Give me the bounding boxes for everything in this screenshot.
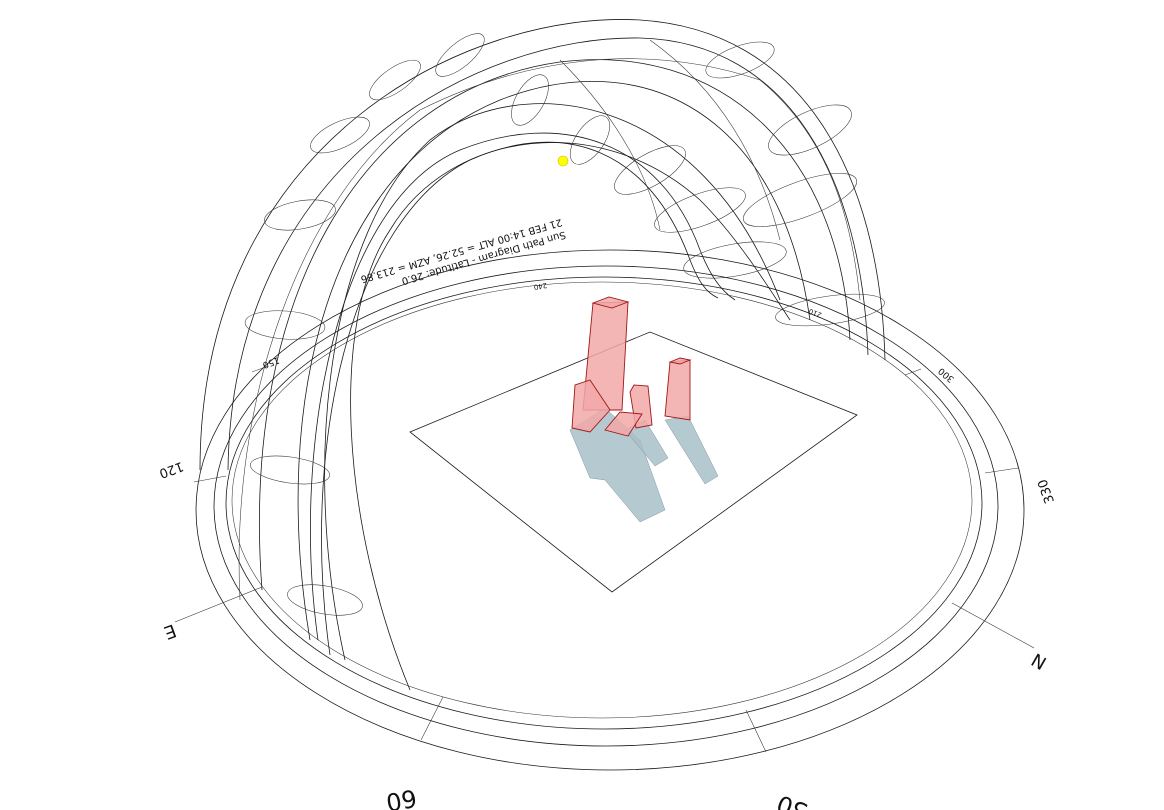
- dome-arc-6: [350, 142, 791, 691]
- building-tall-base: [571, 379, 611, 433]
- hour-loop: [310, 116, 370, 154]
- hour-loop: [768, 104, 852, 156]
- shadows: [569, 407, 719, 523]
- building-right: [664, 359, 691, 421]
- inner-ring: [225, 276, 983, 730]
- outer-ring: [195, 249, 1025, 771]
- dome-arc-5: [324, 103, 781, 661]
- shadow-tower-1: [569, 407, 666, 523]
- compass-east: E: [161, 619, 179, 643]
- hour-loop: [250, 455, 330, 485]
- dome-outer-arc: [199, 19, 886, 471]
- building-right-top: [668, 357, 692, 365]
- hour-loop: [244, 310, 326, 340]
- hour-loop: [705, 41, 775, 79]
- bearing-330: 330: [1035, 477, 1058, 505]
- bearing-30: 30: [773, 789, 811, 810]
- buildings: [571, 296, 692, 437]
- north-axis: [951, 602, 1035, 649]
- hour-loop: [743, 173, 857, 227]
- hour-loop: [775, 293, 885, 327]
- hour-line: [238, 109, 421, 601]
- tick-330: [984, 467, 1019, 474]
- hour-loop: [287, 584, 363, 616]
- tick-150: [251, 365, 269, 373]
- dome-arc-4: [297, 81, 811, 641]
- tick-60: [420, 696, 444, 741]
- building-mid-base: [604, 411, 643, 437]
- site-plane: [409, 331, 858, 593]
- sun-dome: [199, 19, 886, 691]
- hour-line: [649, 39, 781, 241]
- inner-arch: [310, 132, 736, 641]
- east-axis: [174, 586, 263, 623]
- ground-dial: [174, 249, 1035, 771]
- hour-loop: [683, 241, 787, 279]
- compass-north: N: [1028, 648, 1050, 673]
- hour-loop: [264, 199, 336, 231]
- tick-300: [904, 368, 922, 376]
- dome-arc-3: [259, 59, 851, 591]
- hour-loop: [569, 115, 611, 165]
- inner-arch-2: [321, 141, 719, 656]
- middle-ring: [213, 265, 999, 747]
- shadow-tower-3: [664, 415, 719, 485]
- hour-line: [419, 58, 761, 111]
- hour-loop: [654, 187, 746, 233]
- hour-loop: [369, 59, 421, 101]
- bearing-120: 120: [157, 458, 185, 481]
- bearing-300: 300: [937, 365, 957, 384]
- sun-marker-icon: [557, 155, 569, 167]
- tick-120: [193, 475, 227, 483]
- caption-line-2: 21 FEB 14:00 ALT = 52.26, AZM = 213.86: [359, 216, 563, 284]
- bearing-150: 150: [261, 354, 281, 369]
- bearing-240: 240: [533, 281, 548, 291]
- tick-30: [745, 709, 767, 753]
- building-tall-top: [591, 296, 630, 309]
- bearing-60: 60: [384, 783, 419, 810]
- hour-loop: [435, 33, 485, 77]
- hour-loop: [614, 145, 686, 195]
- dome-arc-2: [227, 37, 869, 471]
- horizon-ring: [231, 281, 973, 719]
- hour-loop: [511, 74, 549, 126]
- hour-line: [559, 59, 661, 231]
- hour-line: [759, 79, 861, 301]
